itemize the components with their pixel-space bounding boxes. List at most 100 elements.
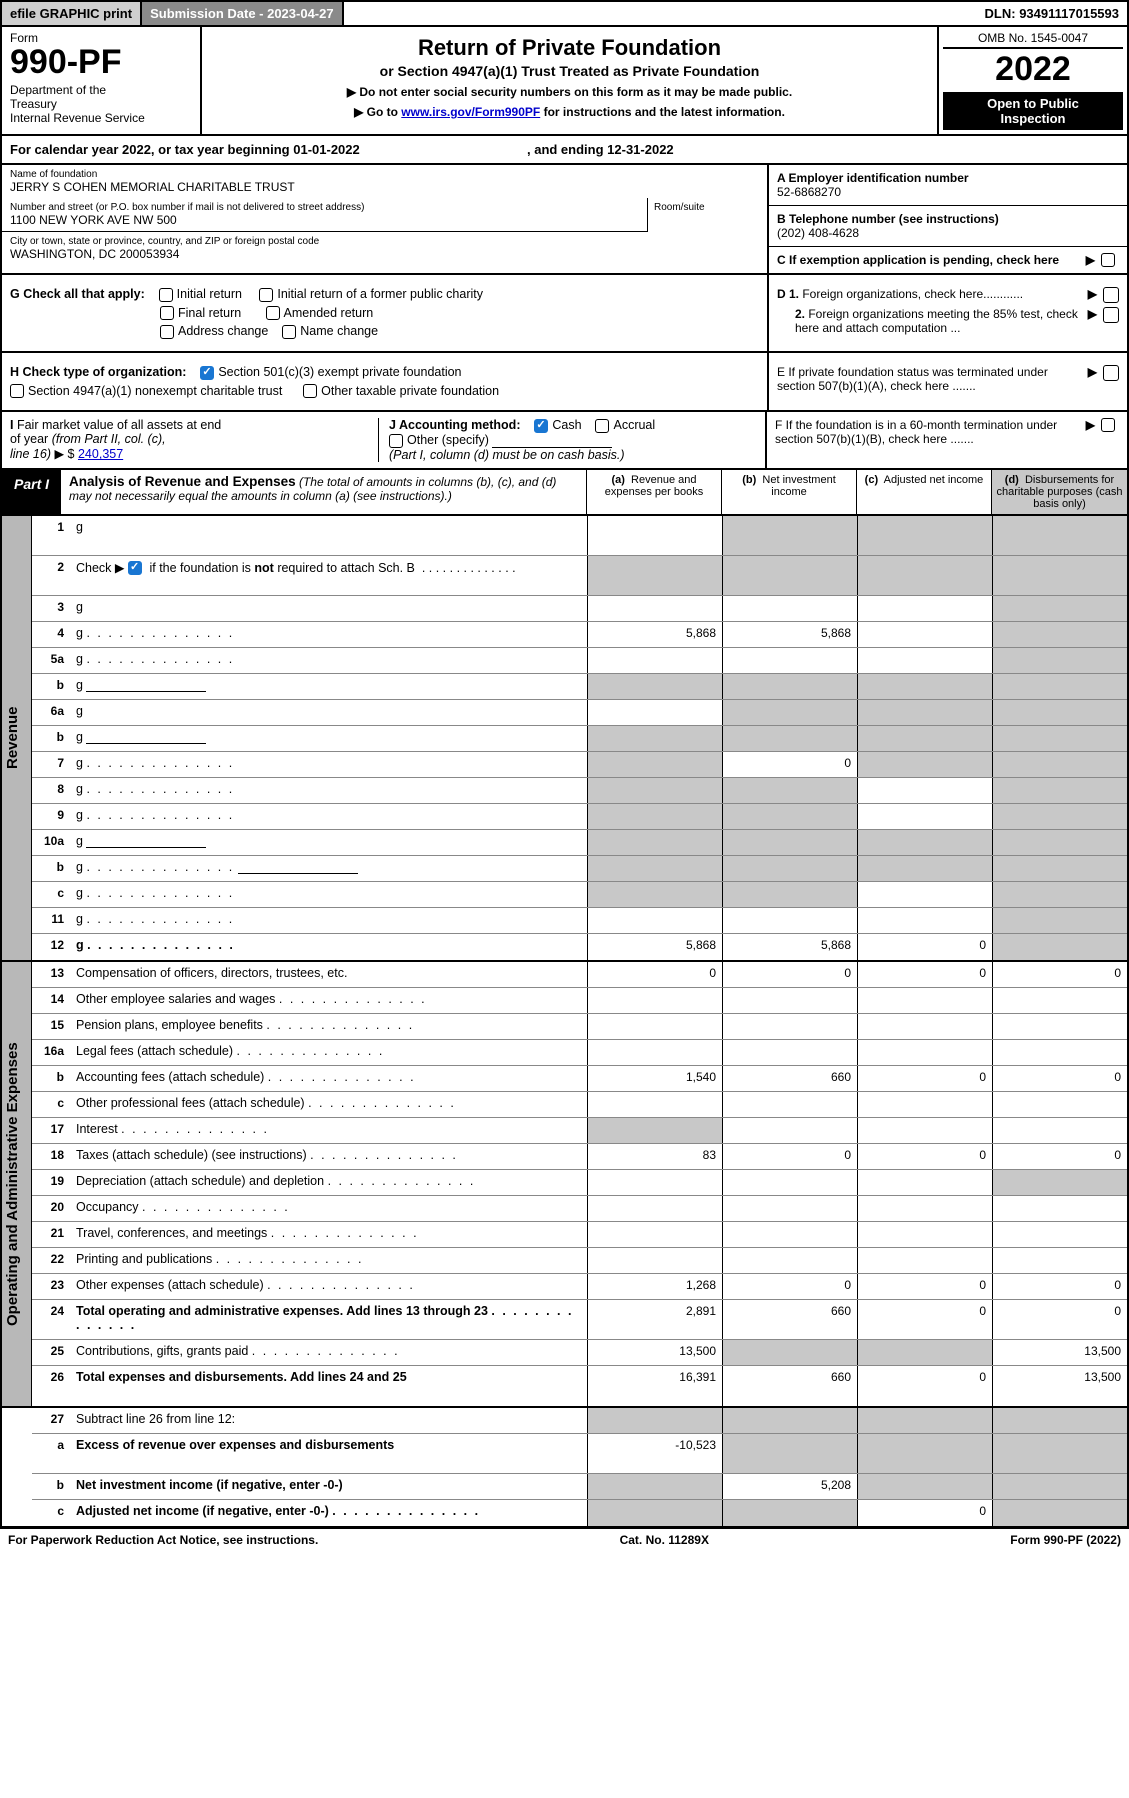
- revenue-table: Revenue 1g2Check ▶ if the foundation is …: [0, 516, 1129, 962]
- line-row: 22Printing and publications: [32, 1248, 1127, 1274]
- cell-grey: [722, 556, 857, 595]
- form-number: 990-PF: [10, 45, 192, 79]
- arrow-icon: ▶: [1088, 287, 1097, 301]
- chk-other-method[interactable]: [389, 434, 403, 448]
- cell-value: 5,868: [587, 934, 722, 960]
- opt-name-change: Name change: [300, 324, 378, 338]
- cell-value: [992, 1222, 1127, 1247]
- line-desc: g: [70, 908, 587, 933]
- room-suite-cell: Room/suite: [647, 198, 767, 232]
- cell-value: 0: [587, 962, 722, 987]
- line-desc: Occupancy: [70, 1196, 587, 1221]
- chk-4947a1[interactable]: [10, 384, 24, 398]
- line-number: c: [32, 882, 70, 907]
- cell-grey: [587, 804, 722, 829]
- cell-grey: [587, 752, 722, 777]
- line-row: 3g: [32, 596, 1127, 622]
- cell-grey: [722, 1434, 857, 1473]
- line-row: 13Compensation of officers, directors, t…: [32, 962, 1127, 988]
- line-number: 16a: [32, 1040, 70, 1065]
- chk-name-change[interactable]: [282, 325, 296, 339]
- irs-link[interactable]: www.irs.gov/Form990PF: [401, 105, 540, 119]
- chk-initial-return[interactable]: [159, 288, 173, 302]
- chk-final-return[interactable]: [160, 306, 174, 320]
- line-row: 21Travel, conferences, and meetings: [32, 1222, 1127, 1248]
- phone-label: B Telephone number (see instructions): [777, 212, 1119, 226]
- line-number: 27: [32, 1408, 70, 1433]
- chk-schb[interactable]: [128, 561, 142, 575]
- line-desc: Compensation of officers, directors, tru…: [70, 962, 587, 987]
- line-row: 4g 5,8685,868: [32, 622, 1127, 648]
- chk-initial-former[interactable]: [259, 288, 273, 302]
- line-desc: Depreciation (attach schedule) and deple…: [70, 1170, 587, 1195]
- cell-grey: [722, 778, 857, 803]
- line-number: 18: [32, 1144, 70, 1169]
- chk-501c3[interactable]: [200, 366, 214, 380]
- line-row: 27Subtract line 26 from line 12:: [32, 1408, 1127, 1434]
- line-row: 16aLegal fees (attach schedule): [32, 1040, 1127, 1066]
- cell-value: [722, 1040, 857, 1065]
- cell-value: [857, 596, 992, 621]
- line-desc: Taxes (attach schedule) (see instruction…: [70, 1144, 587, 1169]
- line-row: 25Contributions, gifts, grants paid 13,5…: [32, 1340, 1127, 1366]
- f-checkbox[interactable]: [1101, 418, 1115, 432]
- cell-grey: [857, 516, 992, 555]
- line-desc: g: [70, 596, 587, 621]
- line-row: cg: [32, 882, 1127, 908]
- h-label: H Check type of organization:: [10, 365, 186, 379]
- cell-value: 5,868: [722, 934, 857, 960]
- chk-cash[interactable]: [534, 419, 548, 433]
- cell-grey: [992, 622, 1127, 647]
- cell-value: [587, 1248, 722, 1273]
- cell-grey: [992, 1474, 1127, 1499]
- line-number: 8: [32, 778, 70, 803]
- cell-value: 0: [992, 1300, 1127, 1339]
- open-public-badge: Open to PublicInspection: [943, 92, 1123, 130]
- dots: [121, 1122, 269, 1136]
- chk-other-taxable[interactable]: [303, 384, 317, 398]
- cell-value: 0: [857, 1366, 992, 1406]
- chk-accrual[interactable]: [595, 419, 609, 433]
- dln-number: DLN: 93491117015593: [977, 2, 1127, 25]
- cell-grey: [992, 1500, 1127, 1526]
- cell-grey: [722, 700, 857, 725]
- line-row: bAccounting fees (attach schedule) 1,540…: [32, 1066, 1127, 1092]
- cell-value: [857, 1248, 992, 1273]
- fmv-value[interactable]: 240,357: [78, 447, 123, 461]
- cell-value: [722, 1014, 857, 1039]
- cell-value: 0: [857, 934, 992, 960]
- exemption-pending-checkbox[interactable]: [1101, 253, 1115, 267]
- ein-value: 52-6868270: [777, 185, 1119, 199]
- efile-print-button[interactable]: efile GRAPHIC print: [2, 2, 142, 25]
- e-checkbox[interactable]: [1103, 365, 1119, 381]
- cell-value: 0: [857, 962, 992, 987]
- cell-value: [857, 988, 992, 1013]
- cell-value: [722, 596, 857, 621]
- dots: [86, 756, 234, 770]
- part1-header: Part I Analysis of Revenue and Expenses …: [0, 470, 1129, 516]
- cell-grey: [992, 674, 1127, 699]
- addr-label: Number and street (or P.O. box number if…: [10, 202, 639, 213]
- cell-value: [857, 908, 992, 933]
- line-number: c: [32, 1092, 70, 1117]
- line-desc: Other employee salaries and wages: [70, 988, 587, 1013]
- chk-address-change[interactable]: [160, 325, 174, 339]
- d2-checkbox[interactable]: [1103, 307, 1119, 323]
- cell-value: [857, 1222, 992, 1247]
- cell-grey: [587, 856, 722, 881]
- cell-value: [587, 1170, 722, 1195]
- line-number: 10a: [32, 830, 70, 855]
- line-row: cOther professional fees (attach schedul…: [32, 1092, 1127, 1118]
- line-number: 19: [32, 1170, 70, 1195]
- ein-label: A Employer identification number: [777, 171, 1119, 185]
- d1-checkbox[interactable]: [1103, 287, 1119, 303]
- line-row: cAdjusted net income (if negative, enter…: [32, 1500, 1127, 1526]
- cell-value: [857, 622, 992, 647]
- cell-value: [992, 988, 1127, 1013]
- cell-value: [992, 1248, 1127, 1273]
- line-row: 15Pension plans, employee benefits: [32, 1014, 1127, 1040]
- chk-amended-return[interactable]: [266, 306, 280, 320]
- line-desc: Printing and publications: [70, 1248, 587, 1273]
- cell-grey: [587, 556, 722, 595]
- line-row: 20Occupancy: [32, 1196, 1127, 1222]
